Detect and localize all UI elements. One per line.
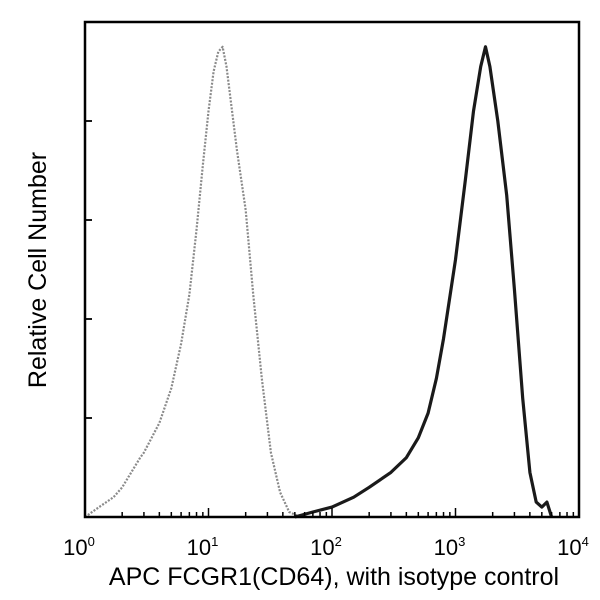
isotype-control-curve: [84, 45, 301, 518]
x-tick-label: 101: [187, 534, 219, 560]
x-tick-labels: 100 101 102 103 104: [63, 534, 589, 560]
stained-sample-curve: [294, 45, 554, 519]
x-tick-label: 104: [557, 534, 589, 560]
tick-exponent: 3: [458, 534, 465, 549]
tick-base: 10: [557, 535, 581, 560]
x-tick-label: 103: [434, 534, 466, 560]
y-axis-title: Relative Cell Number: [24, 152, 52, 388]
tick-exponent: 1: [211, 534, 218, 549]
tick-base: 10: [434, 535, 458, 560]
tick-exponent: 2: [335, 534, 342, 549]
tick-base: 10: [310, 535, 334, 560]
plot-frame: [83, 20, 581, 519]
x-axis-title: APC FCGR1(CD64), with isotype control: [109, 563, 559, 591]
tick-exponent: 0: [88, 534, 95, 549]
x-tick-label: 102: [310, 534, 342, 560]
x-tick-label: 100: [63, 534, 95, 560]
ticks: [84, 120, 575, 517]
tick-base: 10: [63, 535, 87, 560]
tick-exponent: 4: [582, 534, 589, 549]
curves: [84, 45, 554, 519]
tick-base: 10: [187, 535, 211, 560]
